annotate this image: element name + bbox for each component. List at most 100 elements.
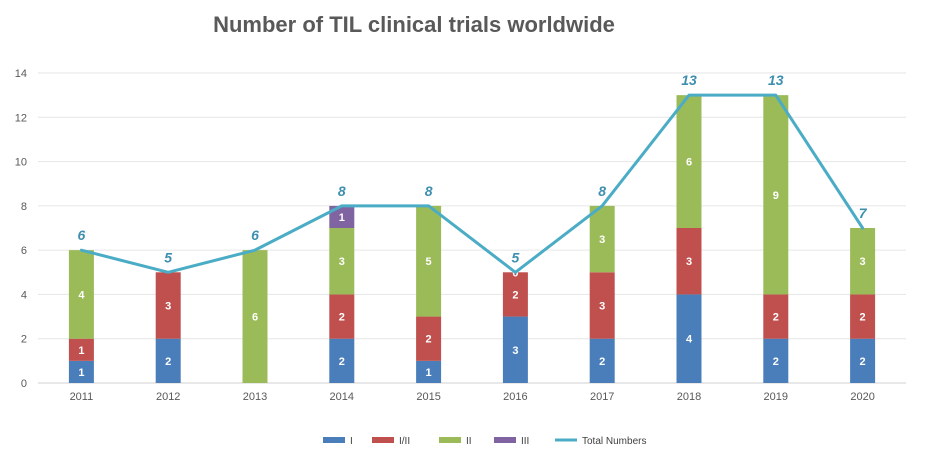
legend-swatch-i (323, 437, 345, 443)
bar-2015-i-ii (416, 316, 442, 361)
total-label-2017: 8 (598, 183, 606, 199)
bar-label-2020-i: 2 (860, 356, 866, 368)
x-tick-label-2011: 2011 (70, 391, 94, 403)
x-tick-label-2019: 2019 (764, 391, 788, 403)
total-line (79, 93, 865, 274)
bar-2011-ii (68, 250, 94, 339)
total-label-2015: 8 (425, 183, 433, 199)
bar-2014-i (329, 338, 355, 383)
legend-swatch-ii (439, 437, 461, 443)
bar-label-2019-i: 2 (773, 356, 779, 368)
legend-label-total-numbers: Total Numbers (582, 436, 646, 447)
bar-2015-ii (416, 205, 442, 317)
legend-swatch-i-ii (372, 437, 394, 443)
bar-2019-i (763, 338, 789, 383)
total-label-2013: 6 (251, 227, 259, 243)
bar-2018-i (676, 294, 702, 383)
bar-label-2018-ii: 6 (686, 157, 692, 169)
x-tick-label-2014: 2014 (330, 391, 354, 403)
bar-2014-i-ii (329, 294, 355, 339)
bar-2017-i-ii (589, 272, 615, 339)
bar-label-2014-iii: 1 (339, 212, 345, 224)
x-tick-label-2017: 2017 (590, 391, 614, 403)
bar-label-2012-i: 2 (165, 356, 171, 368)
y-tick-label-4: 4 (21, 289, 27, 301)
gridlines (38, 72, 906, 384)
bar-label-2011-i: 1 (78, 367, 84, 379)
x-tick-label-2020: 2020 (850, 391, 874, 403)
y-tick-label-2: 2 (21, 334, 27, 346)
bar-2017-i (589, 338, 615, 383)
x-tick-label-2015: 2015 (416, 391, 440, 403)
total-label-2011: 6 (78, 227, 86, 243)
bar-2012-i (155, 338, 181, 383)
bar-2011-i-ii (68, 338, 94, 361)
y-tick-label-14: 14 (15, 68, 27, 80)
y-tick-label-12: 12 (15, 112, 27, 124)
bar-label-2017-ii: 3 (599, 234, 605, 246)
total-label-2014: 8 (338, 183, 346, 199)
bar-label-2017-i-ii: 3 (599, 301, 605, 313)
legend-swatch-iii (494, 437, 516, 443)
bar-label-2014-i: 2 (339, 356, 345, 368)
y-axis-ticks: 0 2 4 6 8 10 12 14 (15, 68, 27, 390)
total-label-2016: 5 (512, 249, 520, 265)
x-tick-label-2018: 2018 (677, 391, 701, 403)
bar-label-2015-ii: 5 (426, 256, 432, 268)
total-label-2018: 13 (681, 72, 697, 88)
bar-label-2016-i-ii: 2 (512, 289, 518, 301)
total-line-path (79, 93, 865, 274)
bar-2019-i-ii (763, 294, 789, 339)
bar-label-2011-ii: 4 (78, 289, 85, 301)
bar-2011-i (68, 360, 94, 383)
bar-2012-i-ii (155, 272, 181, 339)
bar-2015-i (416, 360, 442, 383)
x-tick-label-2016: 2016 (503, 391, 527, 403)
bar-label-2019-ii: 9 (773, 190, 779, 202)
bar-2017-ii (589, 205, 615, 273)
legend: I I/II II III Total Numbers (323, 436, 646, 447)
bar-label-2015-i: 1 (426, 367, 432, 379)
y-tick-label-6: 6 (21, 245, 27, 257)
bar-label-2017-i: 2 (599, 356, 605, 368)
chart-title: Number of TIL clinical trials worldwide (213, 12, 615, 37)
bar-2018-i-ii (676, 228, 702, 295)
bar-2014-ii (329, 228, 355, 295)
y-tick-label-0: 0 (21, 378, 27, 390)
x-tick-label-2013: 2013 (243, 391, 267, 403)
bar-2018-ii (676, 95, 702, 229)
bar-2020-i (850, 338, 876, 383)
total-label-2020: 7 (859, 205, 868, 221)
y-tick-label-10: 10 (15, 157, 27, 169)
bar-label-2012-i-ii: 3 (165, 301, 171, 313)
bar-2013-ii (242, 250, 268, 383)
bar-2020-ii (850, 228, 876, 295)
bar-label-2014-ii: 3 (339, 256, 345, 268)
total-label-2012: 5 (164, 249, 172, 265)
legend-label-i: I (350, 436, 353, 447)
x-tick-label-2012: 2012 (156, 391, 180, 403)
bar-2014-iii (329, 205, 355, 228)
legend-label-ii: II (466, 436, 472, 447)
bar-2020-i-ii (850, 294, 876, 339)
legend-label-iii: III (521, 436, 529, 447)
y-tick-label-8: 8 (21, 201, 27, 213)
bar-2019-ii (763, 95, 789, 295)
bar-label-2013-ii: 6 (252, 312, 258, 324)
x-axis-ticks: 2011 2012 2013 2014 2015 2016 2017 2018 2019 2020 (70, 391, 875, 403)
bar-label-2020-ii: 3 (860, 256, 866, 268)
bar-2016-i (502, 316, 528, 383)
bar-label-2019-i-ii: 2 (773, 312, 779, 324)
total-label-2019: 13 (768, 72, 784, 88)
bar-label-2018-i: 4 (686, 334, 693, 346)
bar-label-2014-i-ii: 2 (339, 312, 345, 324)
bar-label-2018-i-ii: 3 (686, 256, 692, 268)
bar-label-2011-i-ii: 1 (78, 345, 84, 357)
bar-2016-i-ii (502, 272, 528, 317)
legend-label-i-ii: I/II (399, 436, 410, 447)
bar-label-2015-i-ii: 2 (426, 334, 432, 346)
bar-label-2020-i-ii: 2 (860, 312, 866, 324)
